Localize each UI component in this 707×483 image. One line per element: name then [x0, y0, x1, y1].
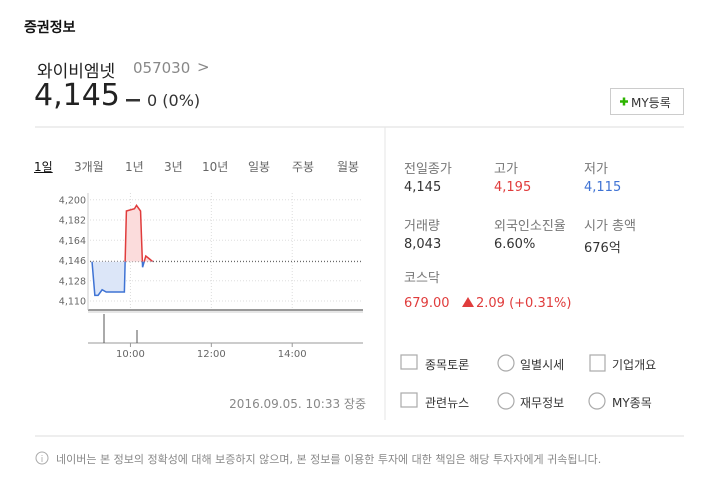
link[interactable]: 종목토론 [425, 358, 470, 372]
stat-label: 외국인소진율 [494, 219, 566, 234]
link[interactable]: 기업개요 [612, 358, 657, 372]
period-tab[interactable]: 3년 [164, 160, 183, 174]
link[interactable]: 재무정보 [520, 396, 565, 410]
stat-label: 전일종가 [404, 162, 452, 177]
header-title: 증권정보 [24, 20, 76, 36]
stat-label: 거래량 [404, 219, 440, 234]
x-tick-label: 10:00 [116, 349, 145, 360]
index-name: 코스닥 [404, 267, 440, 286]
info-icon: i [41, 455, 44, 465]
y-tick-label: 4,164 [59, 236, 86, 247]
y-tick-label: 4,200 [59, 195, 86, 206]
x-tick-label: 12:00 [197, 349, 226, 360]
stock-price: 4,145 [34, 78, 120, 113]
up-triangle [462, 297, 474, 307]
timestamp: 2016.09.05. 10:33 장중 [229, 397, 366, 411]
plus-icon [620, 97, 628, 106]
stock-code: 057030 [133, 59, 191, 77]
info-icon [35, 451, 49, 465]
period-tab[interactable]: 1년 [125, 160, 144, 174]
period-tab[interactable]: 10년 [202, 160, 229, 174]
stat-value: 6.60% [494, 237, 536, 252]
link-icons [400, 354, 606, 410]
stat-label: 고가 [494, 162, 518, 177]
stat-label: 시가 총액 [584, 219, 636, 234]
period-tab[interactable]: 주봉 [292, 160, 315, 174]
stat-value: 4,145 [404, 180, 442, 195]
period-tab[interactable]: 1일 [34, 160, 53, 174]
area-fill [92, 205, 153, 262]
y-tick-label: 4,182 [59, 216, 86, 227]
period-tab[interactable]: 일봉 [248, 160, 271, 174]
area-fill [92, 261, 153, 296]
dash-icon [126, 99, 140, 102]
index-value: 679.00 [404, 296, 450, 311]
disclaimer: 네이버는 본 정보의 정확성에 대해 보증하지 않으며, 본 정보를 이용한 투… [56, 453, 602, 466]
link[interactable]: 관련뉴스 [425, 396, 470, 410]
stock-change: 0 (0%) [147, 91, 201, 110]
period-tab[interactable]: 3개월 [74, 160, 104, 174]
link[interactable]: 일별시세 [520, 358, 565, 372]
index-change: 2.09 (+0.31%) [476, 296, 572, 311]
stat-value: 8,043 [404, 237, 442, 252]
period-tab[interactable]: 월봉 [337, 160, 360, 174]
y-tick-label: 4,110 [59, 297, 86, 308]
x-tick-label: 14:00 [278, 349, 307, 360]
my-button-label[interactable]: MY등록 [631, 96, 671, 110]
index-name: 코스닥 [404, 271, 440, 286]
arrow[interactable]: > [197, 58, 210, 76]
stock-name[interactable]: 와이비엠넷 [37, 62, 116, 82]
stat-label: 저가 [584, 162, 608, 177]
y-tick-label: 4,146 [59, 256, 86, 267]
stat-value: 676억 [584, 241, 621, 256]
price-line [91, 261, 153, 297]
stat-value: 4,115 [584, 180, 622, 195]
stat-value: 4,195 [494, 180, 532, 195]
y-tick-label: 4,128 [59, 276, 86, 287]
link[interactable]: MY종목 [612, 396, 652, 410]
